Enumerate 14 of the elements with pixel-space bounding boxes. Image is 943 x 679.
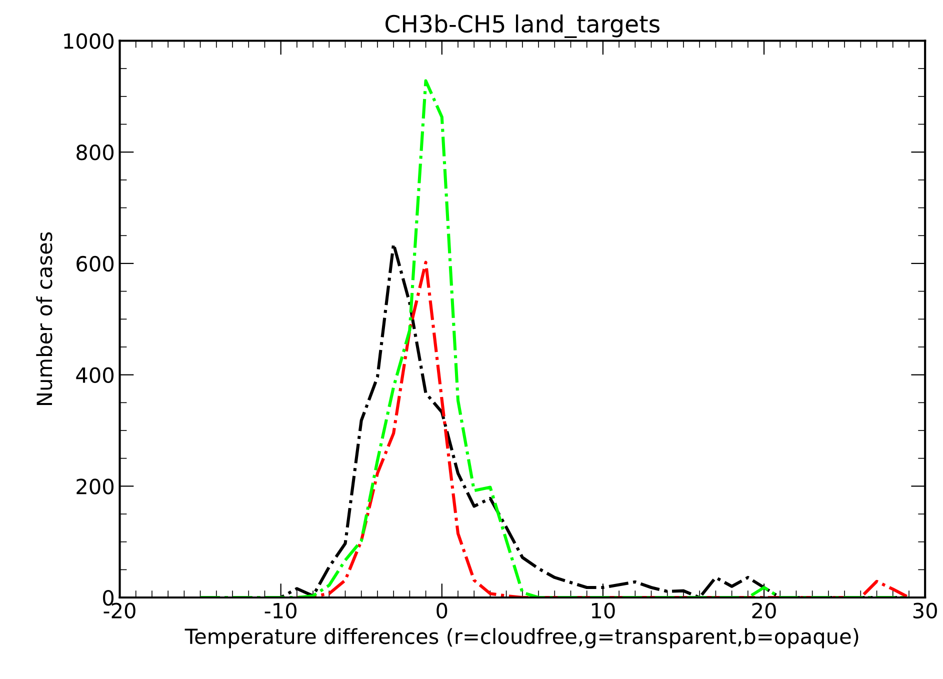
x-tick-label: 10	[592, 602, 615, 619]
y-tick-label: 400	[76, 367, 114, 384]
x-tick-label: 30	[913, 602, 937, 619]
chart-title: CH3b-CH5 land_targets	[386, 14, 660, 38]
x-tick-label: 20	[752, 602, 776, 619]
y-tick-label: 1000	[64, 33, 114, 49]
y-tick-label: 200	[76, 478, 114, 494]
x-tick-label: -10	[264, 602, 296, 619]
y-tick-label: 600	[76, 256, 114, 272]
y-tick-label: 800	[76, 144, 114, 160]
x-tick-label: 0	[436, 602, 448, 619]
line-series	[198, 79, 911, 598]
y-axis-title: Number of cases	[36, 232, 52, 405]
x-axis-title: Temperature differences (r=cloudfree,g=transparent,b=opaque)	[184, 628, 858, 648]
